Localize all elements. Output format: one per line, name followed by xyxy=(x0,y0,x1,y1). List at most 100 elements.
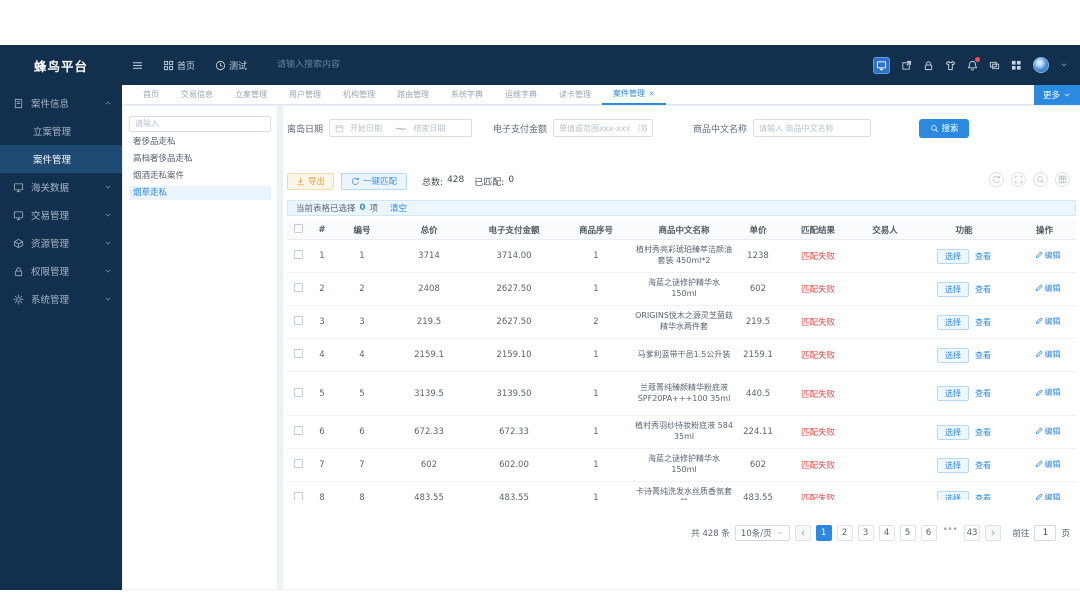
row-checkbox[interactable] xyxy=(293,349,303,358)
row-checkbox[interactable] xyxy=(293,492,303,500)
cell-function: 选择 查看 xyxy=(915,424,1013,440)
select-button[interactable]: 选择 xyxy=(937,281,969,297)
monitor-icon[interactable] xyxy=(873,56,890,74)
tab-路由管理[interactable]: 路由管理 xyxy=(386,85,440,105)
date-end-input[interactable] xyxy=(411,122,454,134)
clear-selection-link[interactable]: 清空 xyxy=(389,204,407,214)
tab-立案管理[interactable]: 立案管理 xyxy=(224,85,278,105)
row-checkbox[interactable] xyxy=(293,283,303,292)
tree-item-烟草走私[interactable]: 烟草走私 xyxy=(129,185,271,200)
edit-link[interactable]: 编辑 xyxy=(1035,387,1061,398)
tree-search-input[interactable] xyxy=(129,115,271,132)
view-link[interactable]: 查看 xyxy=(975,317,991,327)
sidebar-item-系统管理[interactable]: 系统管理 xyxy=(0,285,122,313)
page-4[interactable]: 4 xyxy=(878,525,895,541)
goto-page-input[interactable] xyxy=(1034,525,1057,541)
columns-settings-icon[interactable] xyxy=(1055,172,1070,187)
edit-link[interactable]: 编辑 xyxy=(1035,426,1061,437)
theme-icon[interactable] xyxy=(945,60,956,71)
sidebar-item-海关数据[interactable]: 海关数据 xyxy=(0,173,122,201)
tab-运维字典[interactable]: 运维字典 xyxy=(494,85,548,105)
tree-item-烟酒走私案件[interactable]: 烟酒走私案件 xyxy=(133,170,185,181)
page-6[interactable]: 6 xyxy=(920,525,937,541)
view-link[interactable]: 查看 xyxy=(975,350,991,360)
page-2[interactable]: 2 xyxy=(836,525,853,541)
tab-系统字典[interactable]: 系统字典 xyxy=(440,85,494,105)
amount-filter-input[interactable] xyxy=(553,119,654,137)
sidebar-item-label: 海关数据 xyxy=(31,183,70,194)
row-checkbox[interactable] xyxy=(293,426,303,435)
select-button[interactable]: 选择 xyxy=(937,386,969,401)
select-all-checkbox[interactable] xyxy=(293,223,303,233)
select-button[interactable]: 选择 xyxy=(937,490,969,500)
page-size-select[interactable]: 10条/页 xyxy=(734,525,790,541)
view-link[interactable]: 查看 xyxy=(975,427,991,437)
tab-读卡管理[interactable]: 读卡管理 xyxy=(548,85,602,105)
date-range-picker[interactable]: ~ xyxy=(329,119,473,138)
select-button[interactable]: 选择 xyxy=(937,457,969,473)
edit-link[interactable]: 编辑 xyxy=(1035,316,1061,327)
tab-案件管理[interactable]: 案件管理 xyxy=(602,85,666,105)
edit-link[interactable]: 编辑 xyxy=(1035,349,1061,360)
view-link[interactable]: 查看 xyxy=(975,493,991,501)
tab-首页[interactable]: 首页 xyxy=(132,85,170,105)
select-button[interactable]: 选择 xyxy=(937,424,969,440)
lock-icon[interactable] xyxy=(923,60,934,71)
view-link[interactable]: 查看 xyxy=(975,389,991,398)
date-start-input[interactable] xyxy=(348,122,391,134)
sidebar-item-交易管理[interactable]: 交易管理 xyxy=(0,201,122,229)
sidebar-subitem-立案管理[interactable]: 立案管理 xyxy=(0,117,122,145)
apps-icon[interactable] xyxy=(1011,60,1022,71)
row-checkbox[interactable] xyxy=(293,387,303,397)
close-icon[interactable] xyxy=(648,90,655,97)
tab-交易信息[interactable]: 交易信息 xyxy=(170,85,224,105)
page-1[interactable]: 1 xyxy=(815,525,832,541)
sidebar-subitem-案件管理[interactable]: 案件管理 xyxy=(0,145,122,173)
edit-link[interactable]: 编辑 xyxy=(1035,283,1061,294)
user-avatar[interactable] xyxy=(1033,57,1049,73)
cube-icon xyxy=(13,238,24,249)
prev-page-button[interactable] xyxy=(794,525,811,541)
row-checkbox[interactable] xyxy=(293,459,303,468)
fullscreen-icon[interactable] xyxy=(1011,172,1026,187)
more-tabs-button[interactable]: 更多 xyxy=(1034,85,1080,105)
edit-link[interactable]: 编辑 xyxy=(1035,492,1061,500)
export-button[interactable]: 导出 xyxy=(287,172,335,190)
tab-机构管理[interactable]: 机构管理 xyxy=(332,85,386,105)
sidebar-item-资源管理[interactable]: 资源管理 xyxy=(0,229,122,257)
search-button[interactable]: 搜索 xyxy=(919,118,970,138)
tree-item-高档奢侈品走私[interactable]: 高档奢侈品走私 xyxy=(133,153,193,164)
next-page-button[interactable] xyxy=(985,525,1002,541)
select-button[interactable]: 选择 xyxy=(937,347,969,363)
refresh-icon[interactable] xyxy=(989,172,1004,187)
message-icon[interactable] xyxy=(989,60,1000,71)
edit-link[interactable]: 编辑 xyxy=(1035,250,1061,261)
edit-link[interactable]: 编辑 xyxy=(1035,459,1061,470)
one-click-match-button[interactable]: 一键匹配 xyxy=(341,172,408,190)
global-search-input[interactable] xyxy=(275,59,396,71)
view-link[interactable]: 查看 xyxy=(975,284,991,294)
name-filter-input[interactable] xyxy=(753,119,872,137)
row-checkbox[interactable] xyxy=(293,316,303,325)
page-3[interactable]: 3 xyxy=(857,525,874,541)
row-checkbox[interactable] xyxy=(293,250,303,259)
hamburger-menu-icon[interactable] xyxy=(132,60,143,71)
search-icon[interactable] xyxy=(1033,172,1048,187)
cell-seq: 1 xyxy=(593,251,599,261)
chevron-down-icon[interactable] xyxy=(1060,61,1068,69)
sidebar-item-权限管理[interactable]: 权限管理 xyxy=(0,257,122,285)
page-43[interactable]: 43 xyxy=(963,525,981,541)
tab-用户管理[interactable]: 用户管理 xyxy=(278,85,332,105)
view-link[interactable]: 查看 xyxy=(975,251,991,261)
page-ellipsis[interactable]: ••• xyxy=(942,525,958,535)
page-5[interactable]: 5 xyxy=(899,525,916,541)
nav-tag-首页[interactable]: 首页 xyxy=(163,59,195,72)
view-link[interactable]: 查看 xyxy=(975,460,991,470)
tree-item-奢侈品走私[interactable]: 奢侈品走私 xyxy=(133,136,176,147)
share-icon[interactable] xyxy=(901,60,912,71)
bell-icon[interactable] xyxy=(967,56,980,71)
sidebar-item-案件信息[interactable]: 案件信息 xyxy=(0,89,122,117)
select-button[interactable]: 选择 xyxy=(937,248,969,264)
select-button[interactable]: 选择 xyxy=(937,314,969,330)
nav-tag-测试[interactable]: 测试 xyxy=(215,59,247,72)
